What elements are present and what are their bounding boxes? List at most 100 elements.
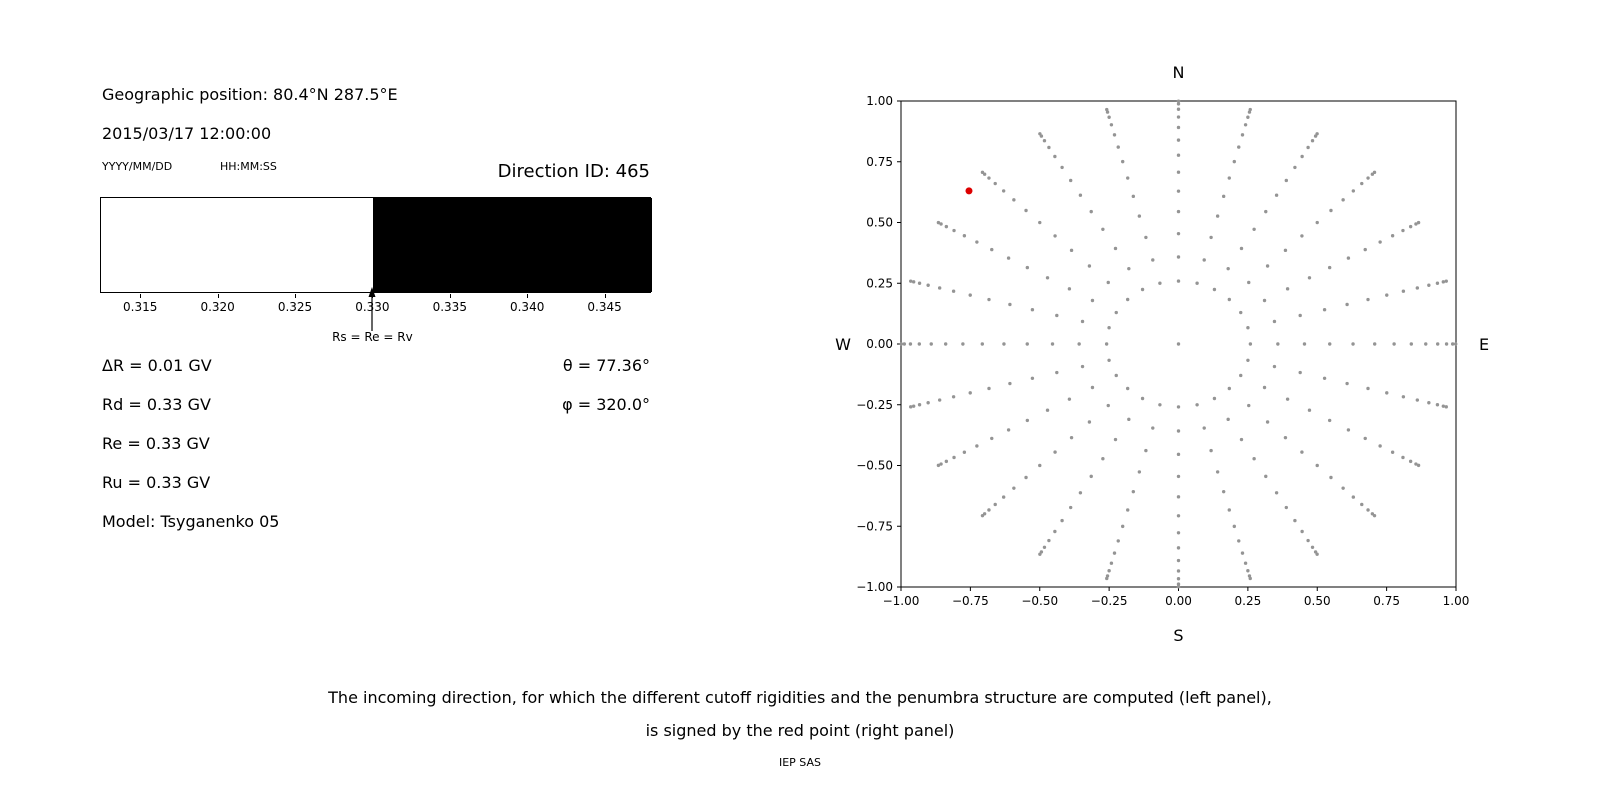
direction-dot [1113, 246, 1118, 251]
direction-dot [1293, 165, 1297, 170]
penumbra-tick-mark [217, 294, 219, 298]
direction-dot [1300, 234, 1304, 238]
direction-dot [1366, 508, 1370, 512]
direction-dot [1351, 495, 1356, 499]
direction-dot [1435, 403, 1440, 407]
direction-dot [1247, 280, 1251, 285]
direction-dot [1239, 246, 1244, 251]
direction-dot [944, 224, 949, 229]
direction-dot [1176, 99, 1181, 103]
direction-dot [1025, 265, 1030, 270]
direction-dot [987, 508, 991, 512]
penumbra-tick-mark [449, 294, 451, 298]
direction-dot [1310, 139, 1315, 143]
direction-dot [1363, 247, 1367, 252]
direction-dot [1087, 264, 1092, 268]
caption-line-1: The incoming direction, for which the di… [328, 688, 1272, 707]
direction-dot [1067, 287, 1072, 291]
y-tick-label: 0.00 [866, 337, 893, 351]
direction-dot [1053, 154, 1057, 159]
direction-dot [1272, 319, 1277, 324]
direction-dot [1008, 381, 1012, 386]
direction-dot [1151, 258, 1155, 262]
direction-dot [1416, 220, 1421, 225]
direction-dot [1239, 310, 1243, 315]
direction-dot [1262, 385, 1267, 390]
direction-dot [1053, 450, 1057, 454]
direction-dot [1372, 170, 1377, 175]
direction-dot [902, 342, 907, 346]
direction-dot [1127, 417, 1131, 422]
direction-dot [1372, 513, 1377, 518]
direction-dot [1106, 403, 1110, 408]
direction-dot [1120, 159, 1125, 164]
direction-dot [1248, 342, 1253, 346]
direction-dot [1053, 234, 1057, 238]
direction-dot [980, 170, 985, 175]
direction-dot [1247, 574, 1252, 578]
direction-dot [1176, 115, 1181, 119]
direction-dot [1068, 178, 1073, 183]
direction-dot [1307, 408, 1312, 412]
direction-dot [1137, 470, 1142, 474]
direction-dot [1239, 437, 1244, 442]
direction-dot [1315, 220, 1319, 225]
direction-dot [1176, 170, 1181, 174]
direction-dot [1105, 107, 1109, 112]
direction-dot [1300, 154, 1304, 159]
direction-dot [1024, 475, 1028, 480]
direction-dot [1131, 194, 1136, 199]
direction-id-label: Direction ID: 465 [497, 161, 650, 182]
direction-dot [1176, 585, 1181, 589]
direction-dot [1232, 159, 1237, 164]
direction-dot [1176, 153, 1181, 157]
direction-dot [1202, 426, 1206, 430]
direction-dot [939, 462, 943, 466]
datetime-text: 2015/03/17 12:00:00 [102, 124, 272, 143]
direction-dot [1315, 132, 1319, 136]
y-tick-label: 0.50 [866, 216, 893, 230]
direction-dot [1038, 220, 1042, 225]
direction-dot [1176, 125, 1181, 130]
direction-dot [1112, 551, 1117, 555]
phi-value: φ = 320.0° [562, 395, 650, 414]
direction-dot [939, 222, 943, 226]
direction-dot [1227, 176, 1231, 180]
direction-dot [1104, 342, 1109, 346]
x-tick-label: −0.75 [952, 594, 989, 608]
direction-dot [1176, 577, 1181, 581]
direction-dot [1264, 474, 1268, 479]
direction-dot [943, 342, 948, 346]
direction-dot [1025, 342, 1029, 346]
direction-dot [1247, 403, 1251, 408]
direction-scatter-plot: −1.00 −0.75 −0.50 −0.25 0.00 0.25 0.50 0.75 1.00… [835, 63, 1489, 645]
direction-dot [1176, 102, 1181, 106]
direction-dot [1127, 266, 1131, 271]
credit-label: IEP SAS [778, 756, 822, 769]
direction-dot [1060, 165, 1064, 170]
direction-dot [1212, 287, 1217, 292]
direction-dot [1176, 107, 1181, 111]
direction-dot [1366, 297, 1370, 302]
direction-dot [1315, 463, 1319, 468]
direction-dot [1298, 313, 1302, 318]
direction-dot [1042, 545, 1047, 549]
direction-dot [1105, 576, 1109, 581]
direction-dot [1221, 489, 1226, 494]
direction-dot [1409, 342, 1414, 346]
direction-dot [1237, 539, 1241, 543]
direction-dot [1240, 551, 1245, 555]
x-tick-label: 0.25 [1235, 594, 1262, 608]
direction-dot [1274, 491, 1279, 495]
direction-dot [1401, 228, 1405, 233]
direction-dot [1008, 302, 1012, 307]
direction-dot [1087, 420, 1092, 424]
y-tick-label: −0.25 [856, 398, 893, 412]
direction-dot [1239, 373, 1243, 378]
direction-dot [1215, 470, 1220, 474]
direction-dot [952, 455, 956, 460]
x-tick-label: 0.50 [1304, 594, 1331, 608]
delta-r-value: ΔR = 0.01 GV [102, 356, 212, 375]
compass-north-label: N [1173, 63, 1185, 82]
